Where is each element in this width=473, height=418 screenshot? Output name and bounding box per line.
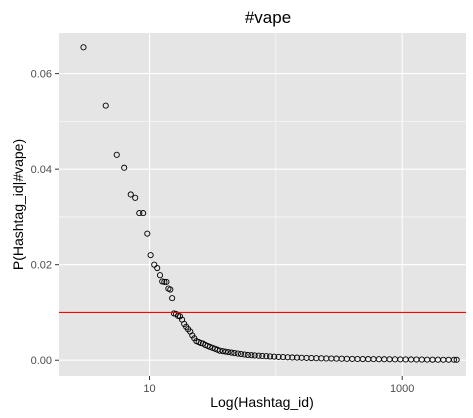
data-point (144, 230, 151, 237)
data-point (216, 347, 223, 354)
data-point (147, 252, 154, 259)
data-point (156, 272, 164, 279)
data-point (167, 286, 174, 293)
data-point (280, 354, 287, 361)
y-tick-label: 0.06 (31, 69, 52, 81)
data-point (127, 191, 134, 198)
data-point (234, 350, 241, 357)
y-axis-title: P(Hashtag_id|#vape) (10, 139, 26, 270)
y-tick-label: 0.02 (31, 260, 52, 272)
data-points (80, 44, 460, 363)
data-point (284, 354, 291, 361)
data-point (244, 351, 251, 359)
data-point (293, 354, 301, 361)
data-point (450, 356, 458, 363)
data-point (222, 348, 229, 355)
data-point (267, 353, 274, 360)
x-axis: 10 1000 (143, 376, 414, 395)
data-point (259, 352, 266, 359)
data-point (241, 351, 248, 358)
data-point (163, 278, 170, 285)
y-tick-label: 0.00 (31, 355, 52, 367)
plot-panel (59, 33, 466, 376)
data-point (453, 356, 460, 363)
data-point (231, 350, 238, 357)
data-point (140, 210, 147, 217)
data-point (237, 350, 245, 358)
data-point (271, 353, 278, 360)
x-tick-label: 10 (143, 383, 155, 395)
data-point (275, 353, 282, 360)
data-point (161, 278, 168, 285)
chart-title: #vape (245, 8, 291, 27)
data-point (113, 151, 120, 158)
data-point (225, 349, 232, 356)
data-point (132, 194, 139, 201)
data-point (248, 352, 255, 359)
data-point (169, 295, 176, 302)
data-point (251, 352, 258, 359)
data-point (289, 354, 296, 361)
data-point (154, 264, 161, 272)
data-point (206, 343, 213, 350)
data-point (102, 102, 109, 109)
data-point (228, 349, 235, 356)
data-point (263, 353, 270, 360)
y-axis: 0.00 0.02 0.04 0.06 (31, 69, 59, 367)
data-point (80, 44, 87, 51)
x-tick-label: 1000 (390, 383, 414, 395)
data-point (121, 164, 128, 171)
data-point (136, 210, 143, 217)
x-axis-title: Log(Hashtag_id) (210, 394, 314, 410)
data-point (255, 352, 262, 359)
y-tick-label: 0.04 (31, 164, 52, 176)
